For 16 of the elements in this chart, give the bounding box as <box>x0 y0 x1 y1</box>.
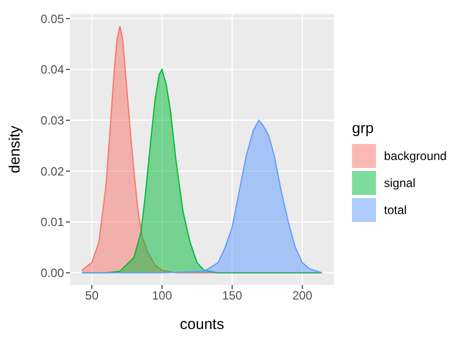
x-tick-label: 100 <box>152 288 172 303</box>
x-axis-title: counts <box>180 316 224 333</box>
y-tick-label: 0.00 <box>40 266 64 280</box>
x-tick-label: 150 <box>222 288 243 303</box>
x-tick-label: 200 <box>292 288 313 303</box>
legend-label: signal <box>384 176 416 190</box>
legend-label: total <box>384 203 407 217</box>
y-axis-title: density <box>6 125 24 174</box>
legend-label: background <box>384 149 447 163</box>
legend-title: grp <box>352 120 375 136</box>
y-tick-label: 0.03 <box>40 114 64 128</box>
y-tick-label: 0.04 <box>40 62 64 77</box>
y-tick-label: 0.01 <box>40 215 64 230</box>
y-tick-label: 0.05 <box>40 12 64 26</box>
y-tick-label: 0.02 <box>40 164 64 178</box>
x-tick-label: 50 <box>85 288 99 303</box>
